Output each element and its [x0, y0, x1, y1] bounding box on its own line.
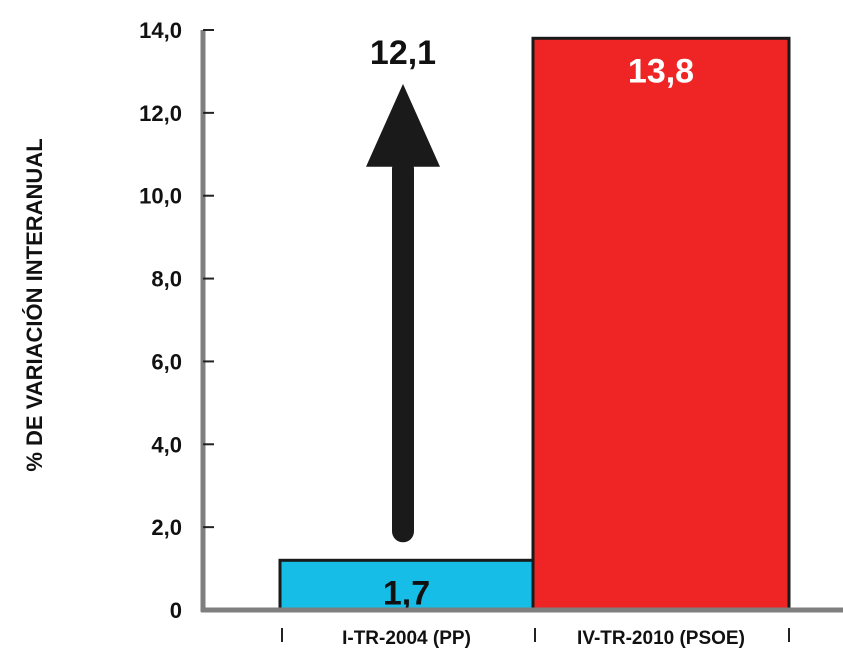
y-axis-label: % DE VARIACIÓN INTERANUAL [22, 138, 47, 471]
bar [531, 36, 791, 612]
arrow-head [366, 83, 440, 167]
y-tick-label: 12,0 [139, 101, 182, 126]
y-tick-label: 14,0 [139, 18, 182, 43]
category-label: I-TR-2004 (PP) [342, 628, 471, 649]
bars: 1,7 13,8 [278, 36, 791, 612]
y-tick-label: 4,0 [151, 432, 182, 457]
category-label: IV-TR-2010 (PSOE) [577, 628, 745, 649]
arrow-label: 12,1 [370, 34, 436, 72]
y-tick-label: 0 [170, 598, 182, 623]
category-labels: I-TR-2004 (PP) IV-TR-2010 (PSOE) [342, 628, 745, 649]
x-ticks [281, 628, 790, 642]
bar [278, 558, 535, 612]
y-tick-label: 10,0 [139, 184, 182, 209]
y-tick-label: 8,0 [151, 267, 182, 292]
bar-value-label: 13,8 [628, 52, 694, 90]
growth-arrow: 12,1 [366, 34, 440, 543]
y-tick-label: 6,0 [151, 349, 182, 374]
y-ticks: 0 2,0 4,0 6,0 8,0 10,0 12,0 14,0 [139, 18, 214, 623]
bar-value-label: 1,7 [383, 574, 430, 612]
y-tick-label: 2,0 [151, 515, 182, 540]
